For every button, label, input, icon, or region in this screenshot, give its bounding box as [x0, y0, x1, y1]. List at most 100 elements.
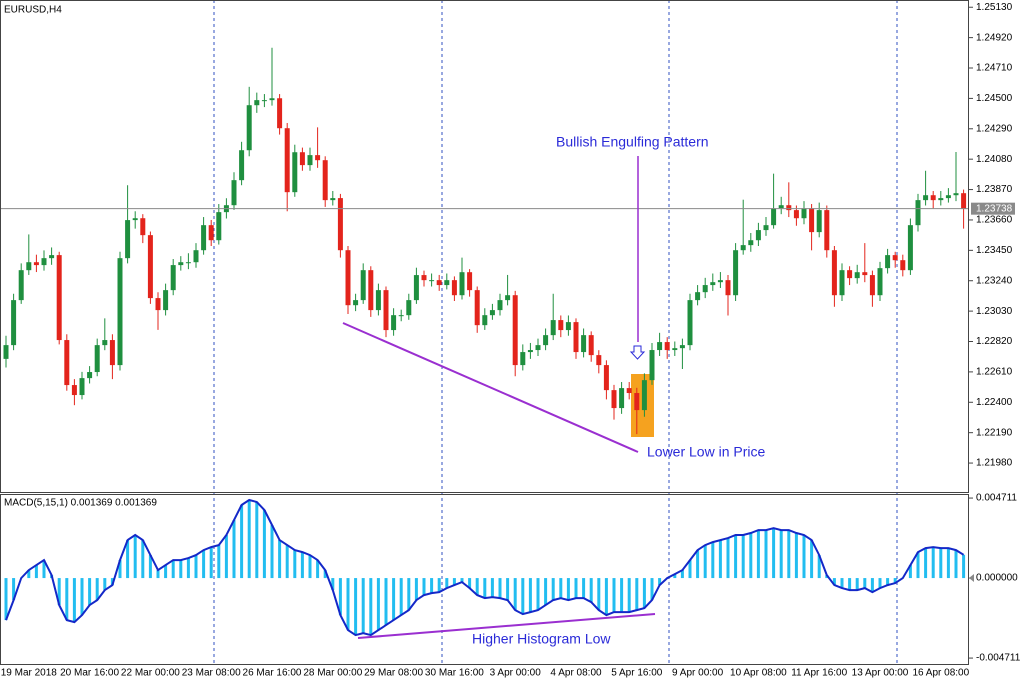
- y-tick-label: 1.22400: [976, 397, 1013, 408]
- candle-body: [375, 290, 381, 311]
- histogram-bar: [589, 578, 593, 603]
- candle-body: [847, 270, 853, 279]
- histogram-bar: [642, 578, 646, 609]
- histogram-bar: [787, 530, 791, 579]
- candle-body: [353, 300, 359, 306]
- histogram-bar: [475, 578, 479, 596]
- annotation: Bullish Engulfing Pattern: [556, 134, 709, 150]
- candle-body: [429, 280, 435, 282]
- candle-body: [185, 262, 191, 264]
- down-arrow: [629, 345, 646, 360]
- histogram-bar: [278, 540, 282, 579]
- candle-body: [49, 255, 55, 259]
- histogram-bar: [285, 545, 289, 579]
- annotation: Higher Histogram Low: [472, 631, 611, 647]
- zero-marker: [969, 574, 974, 582]
- histogram-bar: [422, 578, 426, 596]
- histogram-bar: [399, 578, 403, 616]
- histogram-bar: [72, 578, 76, 623]
- histogram-bar: [756, 530, 760, 579]
- histogram-bar: [627, 578, 631, 613]
- candle-body: [421, 275, 427, 281]
- y-tick-label: 0.004711: [976, 493, 1017, 504]
- candle-body: [892, 255, 898, 261]
- x-tick-label: 26 Mar 16:00: [243, 668, 302, 679]
- x-tick-label: 5 Apr 16:00: [611, 668, 663, 679]
- candle-body: [930, 195, 936, 201]
- histogram-bar: [680, 570, 684, 579]
- histogram-bar: [308, 555, 312, 579]
- y-tick-label: 1.23450: [976, 245, 1013, 256]
- y-tick-label: 1.22190: [976, 427, 1013, 438]
- histogram-bar: [878, 578, 882, 589]
- candle-body: [588, 335, 594, 356]
- x-tick-label: 4 Apr 08:00: [550, 668, 602, 679]
- histogram-bar: [718, 540, 722, 579]
- histogram-bar: [840, 578, 844, 589]
- candle-body: [163, 290, 169, 311]
- candle-body: [573, 322, 579, 353]
- histogram-bar: [430, 578, 434, 594]
- candle-body: [64, 340, 70, 386]
- histogram-bar: [164, 565, 168, 579]
- histogram-bar: [4, 578, 8, 621]
- histogram-bar: [855, 578, 859, 591]
- histogram-bar: [483, 578, 487, 599]
- candle-body: [695, 292, 701, 301]
- candle-body: [94, 345, 100, 373]
- histogram-bar: [551, 578, 555, 601]
- candle-body: [459, 272, 465, 296]
- histogram-bar: [80, 578, 84, 616]
- histogram-bar: [369, 578, 373, 636]
- candle-body: [885, 255, 891, 269]
- histogram-bar: [12, 578, 16, 601]
- candle-body: [543, 335, 549, 346]
- candle-body: [535, 345, 541, 351]
- candle-body: [748, 240, 754, 246]
- histogram-bar: [202, 550, 206, 579]
- histogram-bar: [544, 578, 548, 606]
- candle-body: [254, 100, 260, 106]
- indicator-title: MACD(5,15,1) 0.001369 0.001369: [4, 498, 157, 509]
- histogram-bar: [331, 578, 335, 591]
- candle-body: [581, 335, 587, 353]
- histogram-bar: [939, 548, 943, 579]
- histogram-bar: [118, 560, 122, 579]
- candle-body: [497, 300, 503, 311]
- candle-body: [292, 152, 298, 193]
- candle-body: [520, 352, 526, 366]
- y-tick-label: 1.23870: [976, 184, 1013, 195]
- candle-body: [102, 340, 108, 346]
- histogram-bar: [346, 578, 350, 631]
- x-tick-label: 10 Apr 08:00: [730, 668, 787, 679]
- candle-body: [398, 315, 404, 317]
- candle-body: [725, 280, 731, 296]
- chart-title: EURUSD,H4: [4, 5, 62, 16]
- histogram-bar: [361, 578, 365, 634]
- candle-body: [178, 262, 184, 266]
- candle-body: [277, 98, 283, 129]
- candle-body: [269, 98, 275, 101]
- histogram-bar: [566, 578, 570, 601]
- histogram-bar: [376, 578, 380, 631]
- candle-body: [710, 282, 716, 286]
- candle-body: [246, 105, 252, 151]
- histogram-bar: [726, 538, 730, 579]
- candle-body: [444, 280, 450, 286]
- histogram-bar: [247, 500, 251, 579]
- candle-body: [672, 348, 678, 351]
- histogram-bar: [27, 570, 31, 579]
- histogram-bar: [126, 540, 130, 579]
- x-tick-label: 13 Apr 00:00: [852, 668, 909, 679]
- candle-body: [953, 193, 959, 196]
- histogram-bar: [217, 545, 221, 579]
- candle-body: [406, 300, 412, 316]
- histogram-bar: [650, 578, 654, 601]
- candle-body: [132, 218, 138, 221]
- candle-body: [702, 285, 708, 293]
- histogram-bar: [133, 535, 137, 579]
- histogram-bar: [794, 533, 798, 579]
- candle-body: [679, 345, 685, 349]
- histogram-bar: [536, 578, 540, 611]
